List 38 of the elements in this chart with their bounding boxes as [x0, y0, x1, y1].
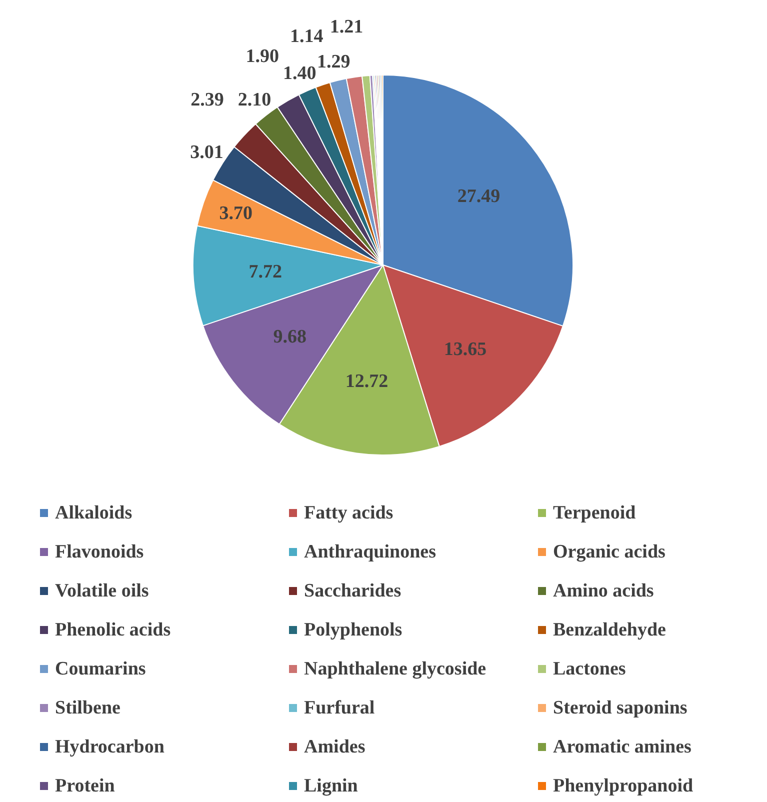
legend-label: Hydrocarbon: [55, 736, 165, 758]
legend-label: Aromatic amines: [553, 736, 692, 758]
data-label: 2.10: [238, 90, 272, 111]
legend-label: Phenylpropanoid: [553, 776, 694, 796]
legend-label: Alkaloids: [55, 502, 132, 524]
data-label: 13.65: [444, 338, 487, 360]
data-label: 1.40: [283, 62, 316, 84]
legend-label: Furfural: [304, 698, 375, 718]
data-label: 2.39: [190, 90, 224, 111]
data-label: 3.01: [190, 142, 224, 164]
legend-label: Terpenoid: [553, 502, 636, 524]
data-label: 1.29: [316, 51, 350, 72]
legend-label: Polyphenols: [304, 620, 402, 640]
legend-label: Amino acids: [553, 580, 654, 602]
legend-label: Amides: [304, 736, 366, 758]
legend-label: Coumarins: [55, 658, 146, 680]
legend-label: Saccharides: [304, 580, 402, 602]
legend-label: Naphthalene glycoside: [304, 658, 486, 680]
data-label: 27.49: [457, 186, 500, 207]
legend-label: Fatty acids: [304, 502, 394, 524]
data-label: 12.72: [345, 371, 388, 392]
legend-label: Volatile oils: [55, 580, 149, 602]
legend-label: Anthraquinones: [304, 542, 436, 562]
data-label: 3.70: [219, 203, 253, 224]
legend-label: Lignin: [304, 776, 358, 796]
data-label: 1.90: [246, 46, 280, 67]
data-label: 1.14: [290, 26, 324, 47]
legend-label: Stilbene: [55, 698, 120, 718]
legend-label: Phenolic acids: [55, 620, 171, 640]
data-label: 7.72: [248, 261, 282, 282]
data-label: 9.68: [273, 326, 307, 348]
legend-label: Organic acids: [553, 542, 666, 562]
legend-label: Protein: [55, 776, 116, 796]
legend-label: Flavonoids: [55, 542, 144, 562]
data-label: 1.21: [330, 16, 364, 38]
legend-label: Benzaldehyde: [553, 620, 666, 640]
legend-label: Steroid saponins: [553, 698, 688, 718]
legend-label: Lactones: [553, 658, 626, 680]
